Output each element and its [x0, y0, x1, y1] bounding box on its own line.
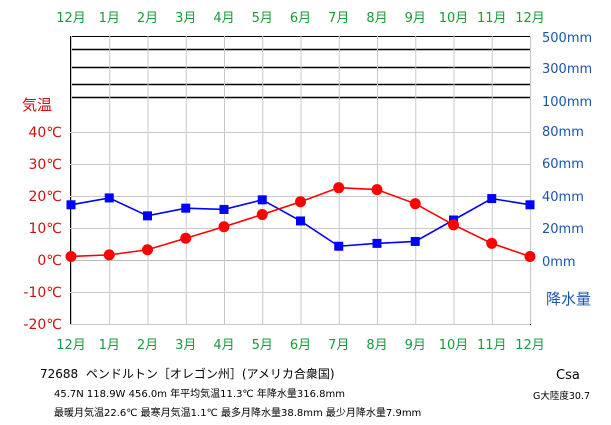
- temperature-tick-label: 0℃: [37, 253, 62, 269]
- month-label-bottom: 2月: [137, 338, 158, 353]
- temperature-point: [180, 232, 192, 244]
- temperature-point: [256, 209, 268, 221]
- precipitation-tick-label: 40mm: [542, 190, 584, 205]
- month-label-top: 8月: [366, 11, 387, 26]
- month-label-top: 9月: [405, 11, 426, 26]
- month-label-top: 1月: [99, 11, 120, 26]
- temperature-point: [524, 250, 536, 262]
- precipitation-point: [66, 200, 76, 210]
- month-label-bottom: 7月: [328, 338, 349, 353]
- temperature-point: [295, 196, 306, 208]
- precipitation-point: [296, 216, 305, 226]
- station-name: ペンドルトン［オレゴン州］(アメリカ合衆国): [85, 367, 335, 381]
- month-label-bottom: 4月: [213, 338, 234, 353]
- precipitation-point: [104, 193, 114, 203]
- temperature-point: [486, 237, 498, 249]
- temperature-tick-label: -20℃: [23, 317, 62, 333]
- temperature-point: [218, 221, 230, 233]
- temperature-tick-label: 30℃: [28, 157, 62, 173]
- month-labels-bottom: 12月 1月 2月 3月 4月 5月 6月 7月 8月 9月 10月 11月 12月: [56, 338, 545, 353]
- month-label-top: 10月: [439, 11, 469, 26]
- month-label-top: 4月: [213, 11, 234, 26]
- temperature-tick-label: 20℃: [28, 189, 62, 205]
- month-label-bottom: 6月: [290, 338, 311, 353]
- station-stats-line1: 45.7N 118.9W 456.0m 年平均気温11.3℃ 年降水量316.8…: [54, 389, 345, 400]
- precipitation-axis-label: 降水量: [546, 290, 591, 308]
- climate-class: Csa: [556, 368, 580, 383]
- month-label-top: 12月: [56, 11, 86, 26]
- temperature-tick-label: 40℃: [28, 125, 62, 141]
- month-label-bottom: 8月: [366, 338, 387, 353]
- station-stats-line2: 最暖月気温22.6℃ 最寒月気温1.1℃ 最多月降水量38.8mm 最少月降水量…: [54, 408, 422, 419]
- month-label-bottom: 1月: [99, 338, 120, 353]
- month-label-top: 5月: [252, 11, 273, 26]
- month-label-bottom: 5月: [252, 338, 273, 353]
- precipitation-tick-label: 20mm: [542, 222, 584, 237]
- gridlines: [70, 36, 531, 325]
- temperature-point: [65, 250, 77, 262]
- month-label-bottom: 11月: [477, 338, 507, 353]
- precipitation-tick-label: 500mm: [542, 31, 592, 46]
- temperature-axis-label: 気温: [22, 96, 52, 114]
- month-label-top: 2月: [137, 11, 158, 26]
- station-title: 72688 ペンドルトン［オレゴン州］(アメリカ合衆国): [40, 365, 335, 382]
- month-label-bottom: 12月: [515, 338, 545, 353]
- month-label-bottom: 10月: [439, 338, 469, 353]
- temperature-point: [103, 249, 115, 261]
- month-label-top: 3月: [175, 11, 196, 26]
- series-layer: [65, 182, 536, 262]
- temperature-point: [409, 198, 421, 210]
- month-label-bottom: 9月: [405, 338, 426, 353]
- precipitation-point: [143, 211, 152, 221]
- temperature-axis-ticks: 40℃ 30℃ 20℃ 10℃ 0℃ -10℃ -20℃: [23, 125, 62, 333]
- precipitation-tick-label: 0mm: [542, 255, 576, 270]
- month-labels-top: 12月 1月 2月 3月 4月 5月 6月 7月 8月 9月 10月 11月 12月: [56, 11, 545, 26]
- precipitation-tick-label: 80mm: [542, 125, 584, 140]
- precipitation-tick-label: 300mm: [542, 62, 592, 77]
- precipitation-point: [257, 195, 267, 205]
- precipitation-point: [372, 238, 382, 248]
- precipitation-point: [181, 203, 191, 213]
- temperature-point: [448, 219, 459, 231]
- month-label-bottom: 3月: [175, 338, 196, 353]
- precipitation-point: [410, 236, 420, 246]
- precipitation-tick-label: 100mm: [542, 95, 592, 110]
- precipitation-point: [487, 194, 497, 204]
- temperature-tick-label: -10℃: [23, 285, 62, 301]
- precipitation-point: [334, 241, 344, 251]
- month-label-top: 6月: [290, 11, 311, 26]
- station-id: 72688: [40, 367, 79, 381]
- month-label-top: 11月: [477, 11, 507, 26]
- month-label-top: 12月: [515, 11, 545, 26]
- month-label-bottom: 12月: [56, 338, 86, 353]
- continentality-index: G大陸度30.7: [533, 391, 591, 402]
- precipitation-point: [219, 204, 229, 214]
- temperature-tick-label: 10℃: [28, 221, 62, 237]
- temperature-point: [333, 182, 345, 194]
- month-label-top: 7月: [328, 11, 349, 26]
- precipitation-axis-ticks: 500mm 300mm 100mm 80mm 60mm 40mm 20mm 0mm: [542, 31, 592, 270]
- temperature-point: [142, 244, 153, 256]
- precipitation-tick-label: 60mm: [542, 157, 584, 172]
- precipitation-point: [525, 200, 535, 210]
- temperature-point: [371, 184, 383, 196]
